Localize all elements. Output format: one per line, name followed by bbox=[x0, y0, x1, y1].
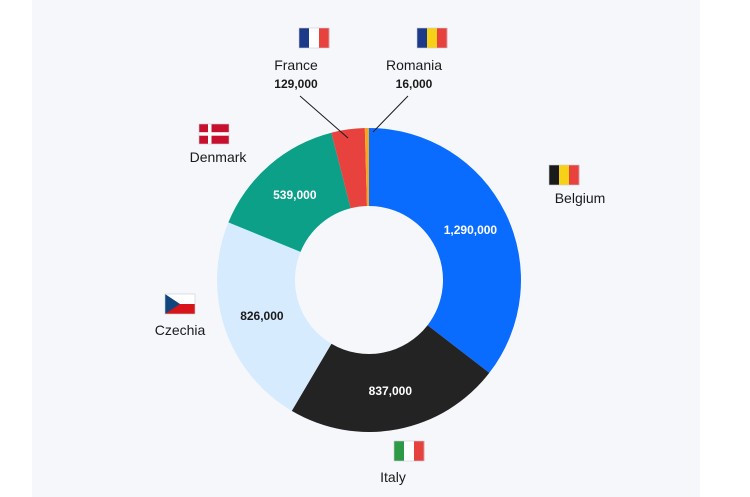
country-label-belgium: Belgium bbox=[555, 190, 606, 206]
value-label-czechia: 826,000 bbox=[240, 309, 284, 323]
slice-belgium bbox=[369, 128, 521, 373]
flag-romania-icon bbox=[416, 27, 448, 49]
country-label-france: France bbox=[274, 57, 318, 73]
slice-czechia bbox=[217, 222, 332, 411]
slice-romania bbox=[364, 128, 369, 207]
leader-line-romania bbox=[372, 95, 409, 133]
flag-czechia-icon bbox=[164, 293, 196, 315]
value-label-france: 129,000 bbox=[274, 77, 318, 91]
value-label-romania: 16,000 bbox=[396, 77, 433, 91]
value-label-belgium: 1,290,000 bbox=[444, 223, 498, 237]
country-label-italy: Italy bbox=[380, 469, 406, 485]
value-label-denmark: 539,000 bbox=[273, 188, 317, 202]
slice-denmark bbox=[228, 132, 351, 252]
country-label-romania: Romania bbox=[386, 57, 442, 73]
flag-belgium-icon bbox=[548, 164, 580, 186]
country-label-denmark: Denmark bbox=[190, 149, 248, 165]
value-label-italy: 837,000 bbox=[369, 384, 413, 398]
donut-chart: 1,290,000 837,000 826,000 539,000 Belgium Ita… bbox=[155, 27, 606, 485]
leader-line-france bbox=[299, 95, 349, 139]
flag-france-icon bbox=[298, 27, 330, 49]
flag-denmark-icon bbox=[198, 123, 230, 145]
chart-panel: 1,290,000 837,000 826,000 539,000 Belgium Ita… bbox=[32, 0, 700, 497]
slice-italy bbox=[291, 325, 490, 432]
slice-france bbox=[331, 128, 367, 209]
country-label-czechia: Czechia bbox=[155, 322, 206, 338]
flag-italy-icon bbox=[393, 440, 425, 462]
